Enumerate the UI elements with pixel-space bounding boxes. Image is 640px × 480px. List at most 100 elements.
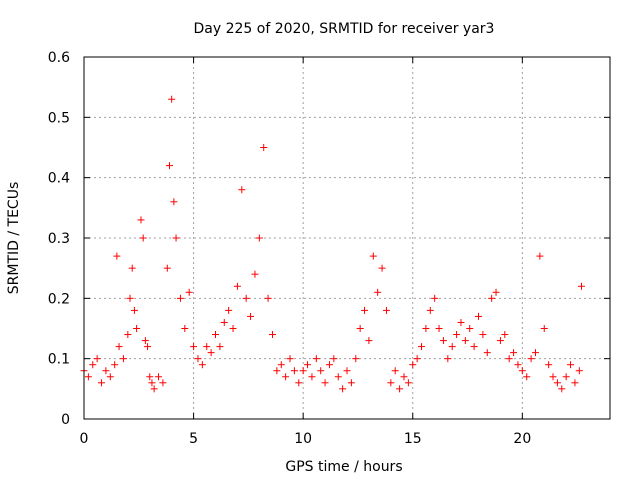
data-point bbox=[111, 361, 119, 369]
data-point bbox=[203, 343, 211, 351]
data-point bbox=[113, 252, 121, 260]
data-point bbox=[207, 349, 215, 357]
data-point bbox=[575, 367, 583, 375]
data-point bbox=[466, 325, 474, 332]
data-point bbox=[119, 355, 127, 363]
data-point bbox=[514, 361, 522, 369]
y-axis-label: SRMTID / TECUs bbox=[6, 182, 22, 295]
data-point bbox=[536, 252, 544, 260]
data-point bbox=[479, 331, 487, 339]
data-point bbox=[198, 361, 206, 369]
data-point bbox=[268, 331, 276, 339]
data-point bbox=[540, 325, 548, 332]
data-point bbox=[400, 373, 408, 381]
data-point bbox=[312, 355, 320, 363]
x-tick-label: 0 bbox=[80, 431, 89, 447]
data-point bbox=[308, 373, 316, 381]
data-point bbox=[194, 355, 202, 363]
data-point bbox=[505, 355, 513, 363]
grid-layer bbox=[84, 57, 610, 419]
x-axis-label: GPS time / hours bbox=[285, 459, 402, 475]
data-point bbox=[255, 234, 263, 242]
data-point bbox=[444, 355, 452, 363]
data-point bbox=[426, 306, 434, 314]
x-tick-label: 15 bbox=[404, 431, 422, 447]
data-point bbox=[457, 318, 465, 326]
data-point bbox=[365, 337, 373, 345]
data-point bbox=[553, 379, 561, 387]
data-point bbox=[558, 385, 566, 393]
data-point bbox=[290, 367, 298, 375]
data-point bbox=[356, 325, 364, 332]
data-point bbox=[251, 270, 259, 278]
data-point bbox=[102, 367, 110, 375]
data-point bbox=[475, 312, 482, 320]
data-point bbox=[387, 379, 395, 387]
data-point bbox=[422, 325, 430, 332]
data-point bbox=[352, 355, 360, 363]
data-point bbox=[141, 337, 149, 345]
data-point bbox=[150, 385, 158, 393]
data-point bbox=[165, 162, 173, 170]
data-point bbox=[277, 361, 285, 369]
data-point bbox=[98, 379, 106, 387]
data-point bbox=[374, 288, 382, 296]
data-point bbox=[330, 355, 338, 363]
data-point bbox=[470, 343, 478, 351]
data-point bbox=[545, 361, 553, 369]
data-point bbox=[435, 325, 443, 332]
data-point bbox=[124, 331, 132, 339]
y-tick-label: 0.5 bbox=[48, 110, 70, 126]
data-point bbox=[343, 367, 351, 375]
data-point bbox=[286, 355, 294, 363]
data-point bbox=[496, 337, 504, 345]
data-point bbox=[170, 198, 178, 206]
data-point bbox=[144, 343, 152, 351]
data-point bbox=[461, 337, 469, 345]
data-point bbox=[483, 349, 491, 357]
data-point bbox=[139, 234, 147, 242]
data-point bbox=[181, 325, 189, 332]
y-tick-label: 0.6 bbox=[48, 50, 70, 66]
data-point bbox=[527, 355, 535, 363]
data-point bbox=[225, 306, 233, 314]
data-point bbox=[233, 282, 241, 290]
data-point bbox=[304, 361, 312, 369]
data-point bbox=[247, 312, 255, 320]
data-point bbox=[163, 264, 171, 272]
data-point bbox=[334, 373, 342, 381]
data-point bbox=[562, 373, 570, 381]
data-point bbox=[413, 355, 421, 363]
x-tick-label: 5 bbox=[189, 431, 198, 447]
data-point bbox=[369, 252, 377, 260]
data-point bbox=[382, 306, 390, 314]
data-point bbox=[273, 367, 281, 375]
data-point bbox=[137, 216, 145, 224]
data-point bbox=[378, 264, 386, 272]
data-point bbox=[168, 95, 176, 103]
data-point bbox=[531, 349, 539, 357]
data-point bbox=[190, 343, 198, 351]
data-point bbox=[299, 367, 307, 375]
x-tick-label: 10 bbox=[294, 431, 312, 447]
data-point bbox=[404, 379, 412, 387]
data-point bbox=[295, 379, 303, 387]
data-point bbox=[93, 355, 101, 363]
data-point bbox=[567, 361, 575, 369]
data-point bbox=[260, 144, 268, 151]
data-point bbox=[501, 331, 509, 339]
data-point bbox=[130, 306, 138, 314]
data-point bbox=[510, 349, 518, 357]
data-point bbox=[106, 373, 114, 381]
data-point bbox=[172, 234, 180, 242]
data-point bbox=[264, 294, 272, 302]
y-tick-label: 0.3 bbox=[48, 231, 70, 247]
data-point bbox=[282, 373, 290, 381]
points-layer bbox=[80, 95, 586, 393]
data-point bbox=[148, 379, 156, 387]
data-point bbox=[578, 282, 586, 290]
data-point bbox=[396, 385, 404, 393]
data-point bbox=[89, 361, 97, 369]
data-point bbox=[448, 343, 456, 351]
